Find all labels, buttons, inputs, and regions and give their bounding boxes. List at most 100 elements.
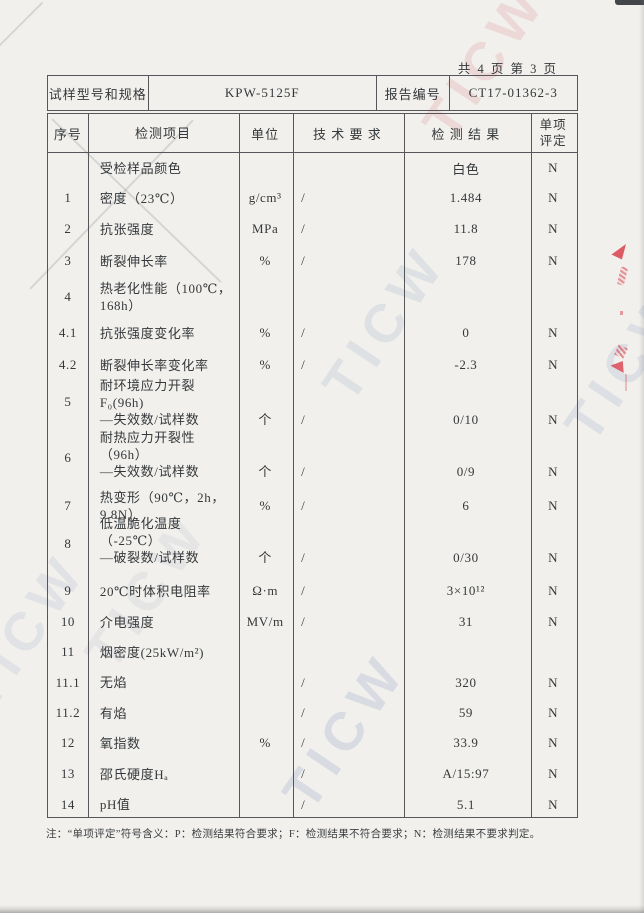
cell-no: 5 [64, 394, 72, 409]
cell-item: 耐热应力开裂性（96h） —失效数/试样数 [99, 430, 200, 479]
header-unit: 单位 [251, 126, 280, 142]
cell-result: 0/10 [453, 412, 479, 427]
cell-result: 11.8 [453, 221, 479, 236]
cell-requirement: / [301, 735, 306, 750]
cell-evaluation: N [548, 614, 559, 629]
scan-scratch-line [0, 1, 44, 60]
table-row: 3 断裂伸长率 % / 178 N [48, 245, 577, 277]
table-row: 10 介电强度 MV/m / 31 N [48, 607, 577, 637]
cell-result: 6 [462, 498, 470, 513]
table-row: 11.1 无焰 / 320 N [48, 667, 577, 698]
red-stamp-fragment [616, 266, 629, 286]
cell-item: 耐环境应力开裂 F₀(96h) —失效数/试样数 [99, 378, 200, 427]
cell-item: 有焰 [99, 705, 128, 721]
table-row: 4.2 断裂伸长率变化率 % / -2.3 N [48, 349, 577, 381]
table-row: 5 耐环境应力开裂 F₀(96h) —失效数/试样数 个 / 0/10 N [48, 378, 577, 437]
cell-unit: % [259, 357, 271, 372]
cell-unit: MPa [252, 221, 279, 236]
cell-result: 1.484 [449, 190, 483, 205]
cell-evaluation: N [548, 357, 559, 372]
cell-result: 0 [462, 325, 470, 340]
red-stamp-fragment [620, 311, 623, 315]
cell-evaluation: N [548, 674, 559, 690]
cell-no: 14 [60, 796, 76, 812]
column-divider [88, 114, 89, 817]
cell-no: 4 [64, 289, 72, 304]
cell-no: 4.2 [58, 357, 77, 372]
cell-requirement [292, 153, 403, 183]
cell-no: 13 [60, 766, 76, 781]
header-result: 检 测 结 果 [431, 126, 501, 142]
cell-evaluation: N [548, 190, 559, 205]
red-stamp-fragment [614, 344, 628, 359]
cell-requirement: / [301, 464, 306, 479]
cell-result: 31 [458, 614, 474, 629]
cell-evaluation [529, 637, 577, 667]
cell-no: 3 [64, 253, 72, 268]
table-row: 2 抗张强度 MPa / 11.8 N [48, 213, 577, 245]
cell-result: 178 [455, 253, 477, 268]
cell-requirement: / [301, 357, 306, 372]
cell-requirement: / [301, 498, 306, 513]
red-stamp-fragment [625, 374, 627, 391]
cell-unit: 个 [258, 412, 272, 427]
cell-evaluation: N [548, 412, 559, 427]
table-header-row: 序号 检测项目 单位 技 术 要 求 检 测 结 果 单项 评定 [48, 114, 577, 153]
cell-requirement: / [301, 221, 306, 236]
cell-unit [238, 153, 292, 183]
cell-unit [238, 277, 292, 317]
cell-item: 20℃时体积电阻率 [99, 583, 211, 599]
cell-no: 11.2 [55, 705, 81, 720]
cell-no: 2 [64, 221, 72, 236]
sample-type-label: 试样型号和规格 [48, 76, 149, 110]
cell-item: 介电强度 [99, 614, 155, 630]
report-info-table: 试样型号和规格 KPW-5125F 报告编号 CT17-01362-3 [47, 75, 578, 111]
cell-result: -2.3 [454, 357, 478, 372]
cell-no: 11.1 [55, 674, 81, 690]
cell-unit [238, 758, 292, 790]
red-stamp-fragment [611, 242, 626, 260]
header-item: 检测项目 [135, 125, 192, 141]
cell-item: 邵氏硬度Hₐ [99, 766, 169, 782]
cell-result: 33.9 [453, 735, 479, 750]
cell-requirement: / [301, 253, 306, 268]
column-divider [293, 114, 294, 817]
cell-item: 低温脆化温度（-25℃） —破裂数/试样数 [99, 516, 200, 565]
cell-result: 0/30 [453, 550, 479, 565]
cell-result: 0/9 [456, 464, 476, 479]
cell-item: 无焰 [99, 675, 128, 690]
cell-item: 热老化性能（100℃，168h） [99, 281, 232, 313]
table-row: 7 热变形（90℃，2h，9.8N） % / 6 N [48, 489, 577, 523]
cell-item: 密度（23℃） [99, 190, 184, 206]
report-no-value: CT17-01362-3 [468, 85, 558, 100]
page-indicator: 共 4 页 第 3 页 [457, 62, 558, 76]
column-divider [531, 114, 532, 817]
table-row: 6 耐热应力开裂性（96h） —失效数/试样数 个 / 0/9 N [48, 430, 577, 489]
cell-result: A/15:97 [442, 766, 490, 781]
cell-unit: % [259, 735, 271, 750]
cell-unit: Ω·m [252, 583, 279, 598]
table-row: 9 20℃时体积电阻率 Ω·m / 3×10¹² N [48, 575, 577, 607]
cell-unit [238, 667, 292, 698]
cell-unit: 个 [258, 464, 272, 479]
cell-evaluation: N [548, 498, 559, 513]
report-no-label: 报告编号 [377, 76, 450, 110]
cell-evaluation: N [548, 221, 559, 236]
cell-no [48, 153, 88, 183]
scan-bottom-edge [0, 905, 644, 913]
cell-requirement: / [301, 412, 306, 427]
cell-evaluation: N [548, 464, 559, 479]
cell-result: 59 [458, 705, 474, 720]
cell-item: 断裂伸长率 [99, 253, 168, 269]
header-no: 序号 [53, 126, 82, 142]
test-results-table: 序号 检测项目 单位 技 术 要 求 检 测 结 果 单项 评定 受检样品颜色 … [47, 113, 578, 818]
cell-no: 12 [60, 735, 76, 750]
cell-requirement: / [301, 190, 306, 205]
cell-evaluation: N [548, 550, 559, 565]
cell-requirement: / [301, 614, 306, 629]
cell-evaluation: N [548, 583, 559, 598]
cell-requirement: / [301, 550, 306, 565]
cell-item: 抗张强度变化率 [99, 325, 196, 341]
cell-no: 11 [61, 644, 75, 659]
